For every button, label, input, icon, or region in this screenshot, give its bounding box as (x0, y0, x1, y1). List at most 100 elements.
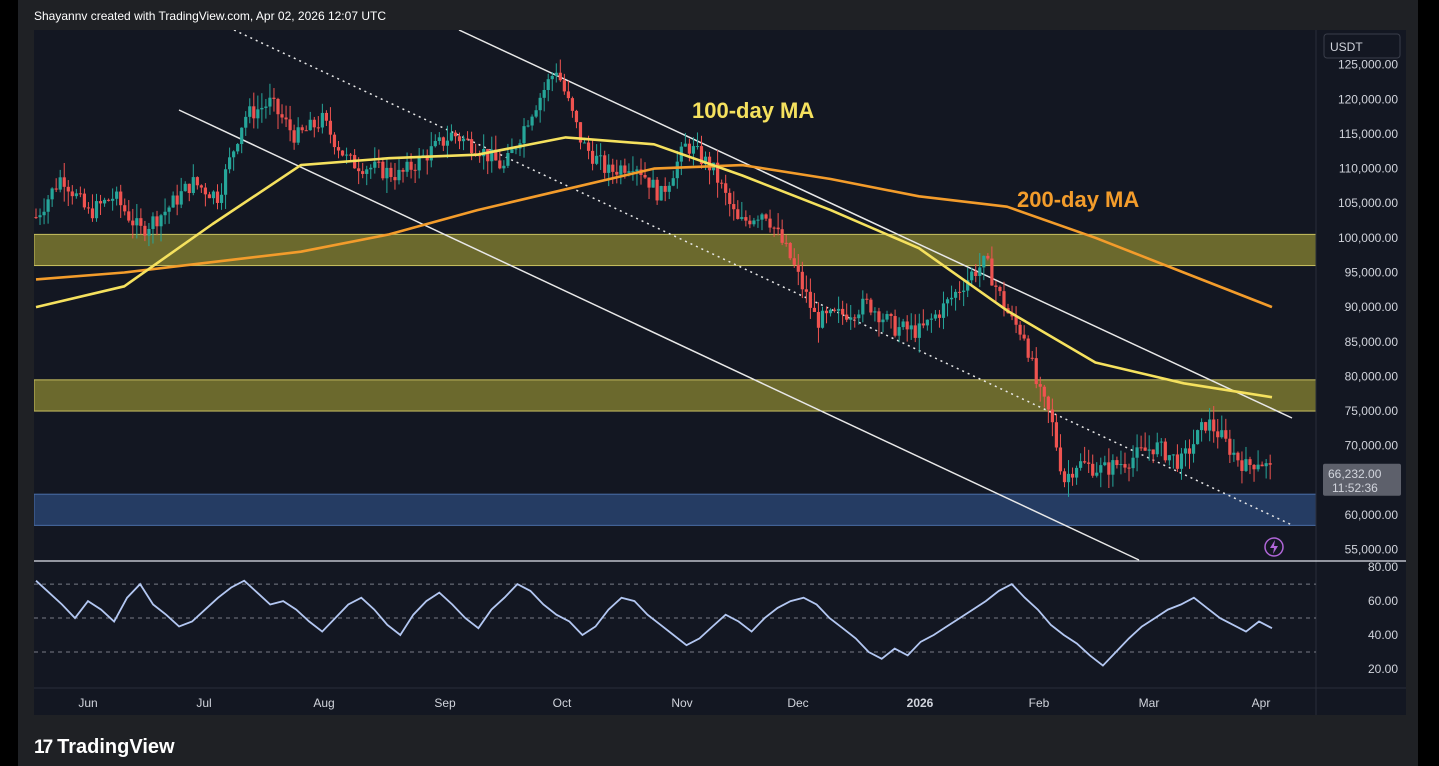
candle-body (272, 97, 276, 99)
candle-body (845, 314, 849, 320)
candle-body (1264, 463, 1268, 467)
candle-body (578, 122, 583, 143)
zone-2 (34, 493, 1317, 526)
candle-body (260, 107, 264, 110)
x-tick-label: Feb (1029, 696, 1050, 710)
candle-body (603, 155, 607, 173)
candle-body (1240, 460, 1244, 471)
candle-body (1123, 464, 1127, 468)
candle-body (1236, 452, 1240, 461)
price-chart-svg[interactable]: 125,000.00 120,000.00 115,000.00 110,000.00… (34, 30, 1406, 715)
candle-body (716, 162, 720, 183)
candle-body (1127, 467, 1131, 469)
candle-body (82, 193, 86, 208)
candle-body (361, 171, 365, 174)
y-tick-label: 80,000.00 (1345, 369, 1399, 383)
x-tick-label: Aug (313, 696, 334, 710)
candle-body (647, 177, 651, 188)
candle-body (300, 127, 304, 131)
candle-body (877, 311, 881, 323)
candle-body (538, 97, 542, 111)
candle-body (748, 220, 752, 225)
candle-body (486, 148, 490, 162)
y-tick-label: 75,000.00 (1345, 404, 1399, 418)
candle-body (595, 155, 599, 164)
candle-body (857, 314, 861, 319)
candle-body (340, 150, 345, 156)
candle-body (526, 125, 530, 127)
candle-body (655, 179, 659, 201)
y-tick-label: 60,000.00 (1345, 508, 1399, 522)
candle-body (320, 112, 324, 128)
ma200-annotation: 200-day MA (1017, 187, 1139, 212)
candle-body (768, 218, 772, 228)
candle-body (1046, 396, 1050, 410)
candle-body (683, 143, 687, 147)
candle-body (663, 185, 667, 192)
x-tick-label: Nov (671, 696, 692, 710)
candle-body (937, 314, 942, 318)
x-tick-label: 2026 (907, 696, 934, 710)
candle-body (312, 119, 316, 128)
candle-body (554, 72, 558, 76)
candle-body (1200, 422, 1204, 431)
y-tick-label: 95,000.00 (1345, 265, 1399, 279)
candle-body (873, 311, 877, 313)
candle-body (159, 215, 163, 227)
candle-body (316, 127, 320, 129)
candle-body (820, 310, 825, 328)
candle-body (1195, 430, 1200, 445)
candle-body (970, 271, 974, 281)
candle-body (1018, 324, 1022, 335)
candle-body (558, 72, 562, 81)
candle-body (994, 285, 998, 287)
candle-body (1014, 316, 1018, 325)
candle-body (909, 325, 913, 330)
candle-body (1062, 471, 1067, 483)
channel-upper-line (458, 30, 1293, 419)
candle-body (901, 321, 905, 328)
candle-body (163, 211, 167, 216)
candle-body (720, 182, 724, 184)
candle-body (1224, 430, 1228, 439)
candle-body (131, 220, 135, 226)
candle-body (445, 140, 449, 146)
y-tick-label: 120,000.00 (1338, 92, 1398, 106)
chart-panel[interactable]: 125,000.00 120,000.00 115,000.00 110,000.00… (34, 30, 1406, 715)
candle-body (389, 167, 393, 178)
candle-body (586, 142, 591, 151)
candle-body (1135, 447, 1139, 458)
candle-body (58, 177, 62, 190)
candle-body (1050, 409, 1054, 423)
x-tick-label: Dec (787, 696, 808, 710)
candle-body (1260, 464, 1264, 467)
candle-body (615, 171, 619, 175)
candle-body (207, 194, 212, 199)
candle-body (1107, 462, 1111, 475)
rsi-tick-label: 40.00 (1368, 628, 1398, 642)
candle-body (925, 319, 929, 326)
candle-body (703, 156, 708, 165)
candle-body (66, 186, 70, 192)
last-price-label: 66,232.00 (1328, 467, 1382, 481)
candle-body (70, 191, 74, 197)
candle-body (381, 161, 385, 179)
candle-body (772, 227, 776, 229)
candle-body (1216, 431, 1220, 438)
candle-body (542, 89, 546, 98)
y-tick-label: 100,000.00 (1338, 231, 1398, 245)
candle-body (223, 169, 228, 195)
candle-body (619, 165, 623, 175)
y-tick-label: 55,000.00 (1345, 543, 1399, 557)
candle-body (752, 220, 756, 225)
candle-body (252, 106, 256, 119)
candle-body (393, 177, 397, 181)
candle-body (889, 314, 893, 317)
footer-brand[interactable]: 17 TradingView (34, 736, 175, 759)
alert-bolt-icon (1264, 537, 1284, 557)
candle-body (635, 169, 639, 172)
candle-body (695, 146, 700, 148)
candle-body (522, 126, 526, 144)
candle-body (115, 191, 119, 199)
candle-body (433, 140, 437, 147)
